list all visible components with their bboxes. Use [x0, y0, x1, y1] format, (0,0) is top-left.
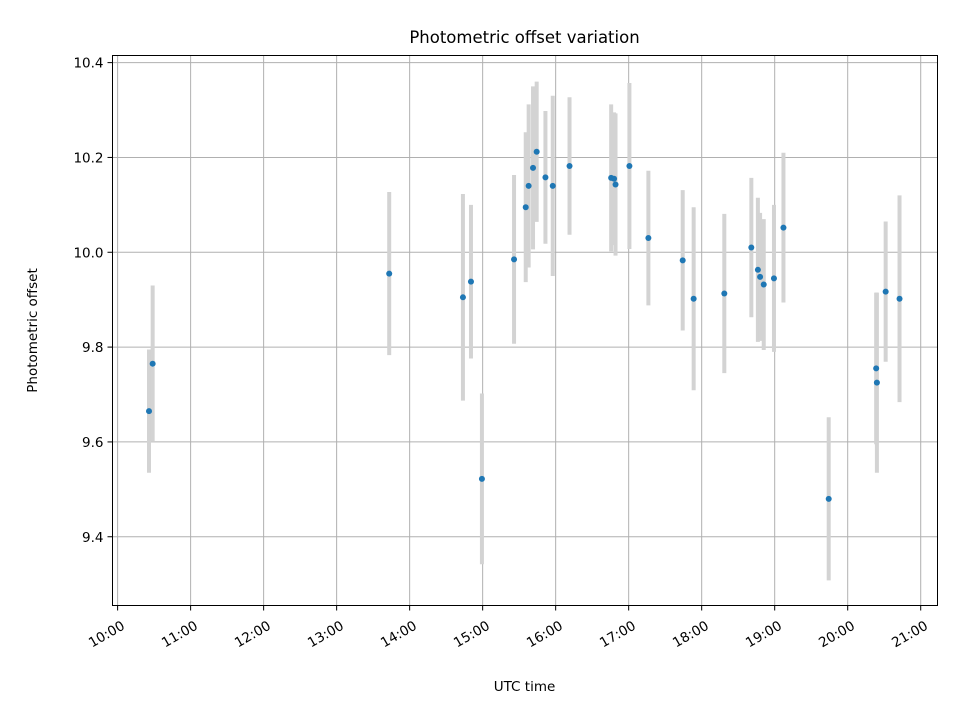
- data-point: [146, 408, 153, 415]
- data-point: [533, 148, 540, 155]
- data-point: [873, 365, 880, 372]
- plot-frame: [112, 55, 938, 606]
- data-point: [825, 495, 832, 502]
- data-point: [757, 273, 764, 280]
- data-point: [530, 164, 537, 171]
- data-point: [549, 182, 556, 189]
- x-axis-label: UTC time: [494, 679, 556, 695]
- y-tick-label: 9.4: [82, 530, 103, 546]
- data-point: [511, 256, 518, 263]
- y-tick-label: 10.4: [73, 56, 103, 72]
- data-point: [478, 475, 485, 482]
- data-point: [626, 162, 633, 169]
- data-point: [611, 175, 618, 182]
- data-point: [770, 275, 777, 282]
- data-point: [566, 162, 573, 169]
- data-point: [467, 278, 474, 285]
- data-point: [896, 295, 903, 302]
- data-point: [612, 181, 619, 188]
- data-point: [459, 294, 466, 301]
- data-point: [525, 182, 532, 189]
- data-point: [149, 360, 156, 367]
- data-point: [882, 288, 889, 295]
- y-tick-label: 9.6: [82, 435, 103, 451]
- data-point: [721, 290, 728, 297]
- y-tick-label: 10.2: [73, 150, 103, 166]
- data-point: [645, 235, 652, 242]
- y-axis-label: Photometric offset: [25, 268, 41, 392]
- data-point: [679, 257, 686, 264]
- data-point: [542, 174, 549, 181]
- y-tick-label: 10.0: [73, 245, 103, 261]
- y-axis: 9.4 9.6 9.8 10.0 10.2 10.4: [73, 56, 113, 546]
- chart-title: Photometric offset variation: [409, 28, 639, 47]
- data-points: [146, 148, 903, 502]
- data-point: [754, 266, 761, 273]
- data-point: [690, 295, 697, 302]
- data-point: [748, 244, 755, 251]
- data-point: [760, 281, 767, 288]
- y-tick-label: 9.8: [82, 340, 103, 356]
- data-point: [386, 270, 393, 277]
- data-point: [780, 224, 787, 231]
- data-point: [522, 204, 529, 211]
- data-point: [873, 379, 880, 386]
